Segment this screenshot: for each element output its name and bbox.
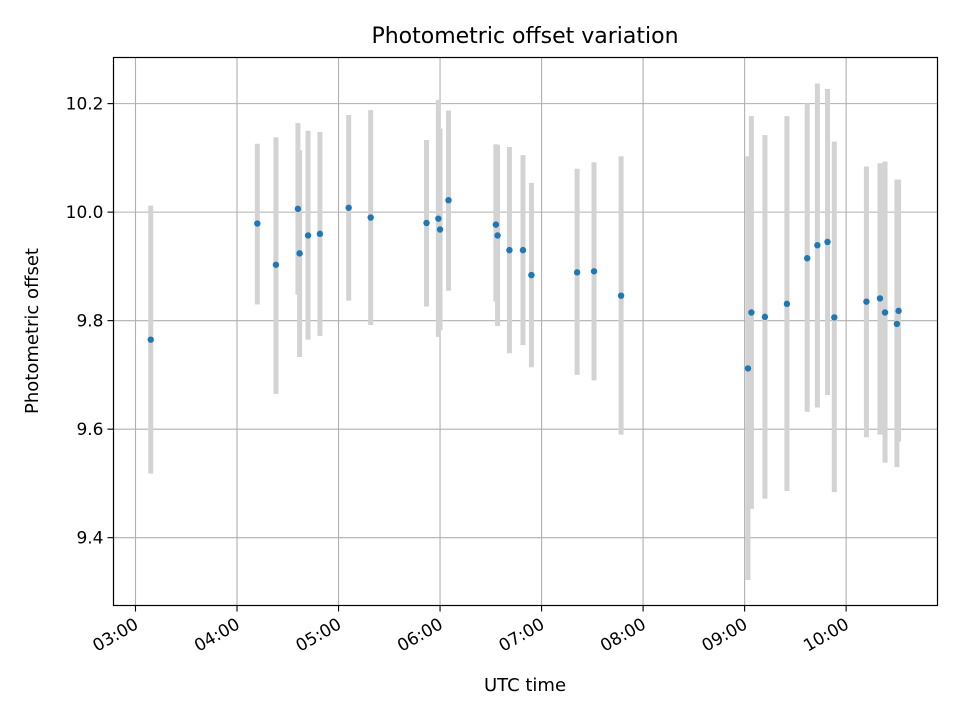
data-point xyxy=(436,226,444,233)
y-tick-label: 10.2 xyxy=(66,95,104,115)
data-point xyxy=(783,300,791,308)
x-axis-ticks: 03:00 04:00 05:00 06:00 07:00 08:00 09:00 10:00 xyxy=(90,605,853,657)
data-point xyxy=(423,219,430,227)
data-point xyxy=(804,255,811,262)
error-bars xyxy=(148,83,902,580)
chart-title: Photometric offset variation xyxy=(371,24,678,49)
plot-frame xyxy=(112,56,939,607)
y-axis-ticks: 9.4 9.6 9.8 10.0 10.2 xyxy=(66,95,114,549)
data-point xyxy=(881,309,889,316)
data-point xyxy=(445,196,452,204)
data-points xyxy=(147,196,902,372)
data-point xyxy=(296,250,303,257)
y-axis-label: Photometric offset xyxy=(22,248,43,414)
x-axis-label: UTC time xyxy=(484,675,566,696)
data-point xyxy=(748,309,755,316)
y-tick-label: 9.6 xyxy=(76,420,103,440)
data-point xyxy=(367,214,374,221)
data-point xyxy=(814,242,821,249)
grid-lines xyxy=(113,57,938,606)
x-tick-label: 03:00 xyxy=(90,615,142,657)
data-point xyxy=(863,298,870,305)
data-point xyxy=(895,307,902,315)
x-tick-label: 08:00 xyxy=(597,615,649,657)
data-point xyxy=(573,269,581,276)
data-point xyxy=(528,271,535,279)
y-tick-label: 10.0 xyxy=(66,203,104,223)
data-point xyxy=(254,220,261,227)
data-point xyxy=(876,295,884,302)
data-point xyxy=(316,230,324,238)
x-tick-label: 05:00 xyxy=(293,615,345,657)
data-point xyxy=(761,313,769,321)
data-point xyxy=(824,238,831,246)
data-point xyxy=(147,336,154,343)
data-point xyxy=(831,314,838,321)
data-point xyxy=(345,204,352,211)
data-point xyxy=(744,365,752,372)
data-point xyxy=(506,246,513,254)
x-tick-label: 04:00 xyxy=(191,615,243,657)
data-point xyxy=(492,221,500,228)
data-point xyxy=(435,215,442,222)
x-tick-label: 07:00 xyxy=(496,615,548,657)
data-point xyxy=(272,261,280,268)
x-tick-label: 06:00 xyxy=(394,615,446,657)
data-point xyxy=(617,292,625,299)
plot-area xyxy=(112,56,939,607)
data-point xyxy=(304,232,312,239)
x-tick-label: 10:00 xyxy=(800,615,852,657)
data-point xyxy=(893,320,901,328)
y-tick-label: 9.4 xyxy=(76,529,103,549)
data-point xyxy=(294,205,302,213)
data-point xyxy=(519,246,527,254)
data-point xyxy=(590,268,598,275)
data-point xyxy=(494,232,501,239)
x-tick-label: 09:00 xyxy=(699,615,751,657)
y-tick-label: 9.8 xyxy=(76,312,103,332)
